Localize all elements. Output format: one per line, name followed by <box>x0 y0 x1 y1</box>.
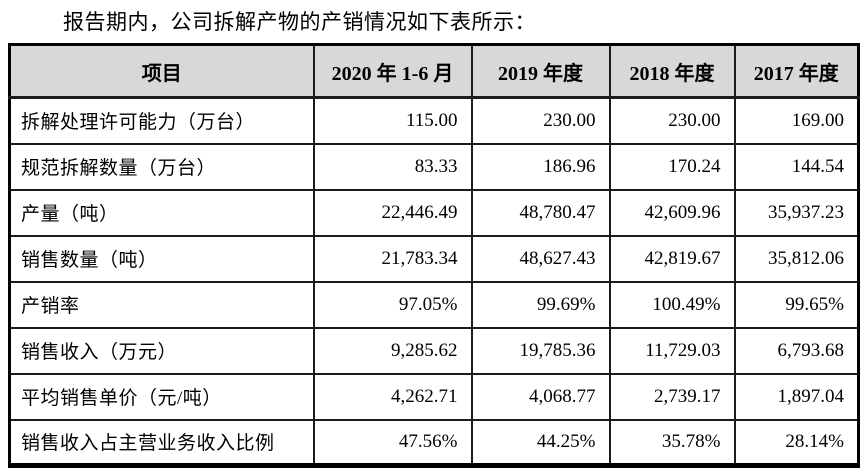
row-value: 1,897.04 <box>733 372 860 421</box>
table-body: 拆解处理许可能力（万台） 115.00 230.00 230.00 169.00 规范拆解… <box>8 96 860 467</box>
row-value: 144.54 <box>733 142 860 191</box>
row-value: 100.49% <box>608 280 736 329</box>
production-sales-table: 项目 2020 年 1-6 月 2019 年度 2018 年度 2017 年度 … <box>8 43 860 468</box>
row-value: 4,068.77 <box>470 372 611 421</box>
row-label: 平均销售单价（元/吨） <box>8 372 315 421</box>
column-header-item: 项目 <box>8 43 315 99</box>
table-row: 规范拆解数量（万台） 83.33 186.96 170.24 144.54 <box>8 142 860 191</box>
row-value: 2,739.17 <box>608 372 736 421</box>
row-value: 99.69% <box>470 280 611 329</box>
table-row: 销售数量（吨） 21,783.34 48,627.43 42,819.67 35,812… <box>8 234 860 283</box>
row-value: 9,285.62 <box>312 326 473 375</box>
row-value: 21,783.34 <box>312 234 473 283</box>
row-label: 销售收入占主营业务收入比例 <box>8 418 315 467</box>
row-value: 230.00 <box>470 96 611 145</box>
table-row: 产量（吨） 22,446.49 48,780.47 42,609.96 35,937.2… <box>8 188 860 237</box>
column-header-2020-h1: 2020 年 1-6 月 <box>312 43 473 99</box>
row-label: 产量（吨） <box>8 188 315 237</box>
row-value: 170.24 <box>608 142 736 191</box>
row-value: 28.14% <box>733 418 860 467</box>
row-value: 35,937.23 <box>733 188 860 237</box>
row-value: 11,729.03 <box>608 326 736 375</box>
table-row: 拆解处理许可能力（万台） 115.00 230.00 230.00 169.00 <box>8 96 860 145</box>
table-header: 项目 2020 年 1-6 月 2019 年度 2018 年度 2017 年度 <box>8 43 860 99</box>
row-value: 186.96 <box>470 142 611 191</box>
row-value: 35,812.06 <box>733 234 860 283</box>
row-value: 44.25% <box>470 418 611 467</box>
table-header-row: 项目 2020 年 1-6 月 2019 年度 2018 年度 2017 年度 <box>8 43 860 99</box>
row-value: 19,785.36 <box>470 326 611 375</box>
row-label: 规范拆解数量（万台） <box>8 142 315 191</box>
column-header-2017: 2017 年度 <box>733 43 860 99</box>
column-header-2018: 2018 年度 <box>608 43 736 99</box>
row-value: 22,446.49 <box>312 188 473 237</box>
table-row: 销售收入（万元） 9,285.62 19,785.36 11,729.03 6,793.… <box>8 326 860 375</box>
row-value: 47.56% <box>312 418 473 467</box>
row-value: 115.00 <box>312 96 473 145</box>
row-label: 拆解处理许可能力（万台） <box>8 96 315 145</box>
row-value: 4,262.71 <box>312 372 473 421</box>
table-row: 产销率 97.05% 99.69% 100.49% 99.65% <box>8 280 860 329</box>
row-value: 169.00 <box>733 96 860 145</box>
row-value: 99.65% <box>733 280 860 329</box>
column-header-2019: 2019 年度 <box>470 43 611 99</box>
row-value: 48,627.43 <box>470 234 611 283</box>
row-value: 83.33 <box>312 142 473 191</box>
row-value: 42,819.67 <box>608 234 736 283</box>
row-value: 230.00 <box>608 96 736 145</box>
row-value: 6,793.68 <box>733 326 860 375</box>
row-value: 42,609.96 <box>608 188 736 237</box>
row-label: 产销率 <box>8 280 315 329</box>
page-title: 报告期内，公司拆解产物的产销情况如下表所示： <box>63 10 536 34</box>
table-row: 平均销售单价（元/吨） 4,262.71 4,068.77 2,739.17 1,897… <box>8 372 860 421</box>
table-row: 销售收入占主营业务收入比例 47.56% 44.25% 35.78% 28.14% <box>8 418 860 467</box>
row-label: 销售数量（吨） <box>8 234 315 283</box>
row-label: 销售收入（万元） <box>8 326 315 375</box>
row-value: 35.78% <box>608 418 736 467</box>
row-value: 97.05% <box>312 280 473 329</box>
row-value: 48,780.47 <box>470 188 611 237</box>
